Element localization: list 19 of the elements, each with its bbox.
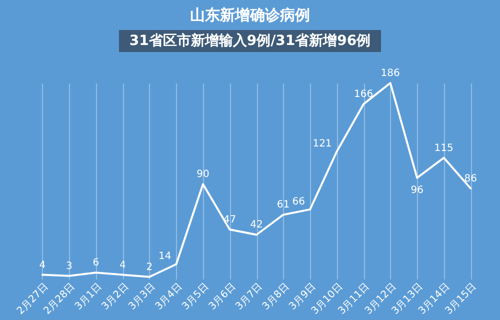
data-label: 3: [66, 260, 72, 272]
data-label: 4: [39, 260, 46, 271]
data-label: 61: [276, 200, 290, 211]
data-label: 47: [223, 214, 236, 226]
data-label: 166: [354, 89, 374, 100]
data-label: 2: [146, 262, 153, 273]
data-label: 115: [434, 142, 454, 154]
text: 31省区市新增输入9例/31省新增96例: [119, 30, 381, 52]
data-label: 42: [250, 220, 263, 231]
data-label: 86: [464, 173, 477, 184]
data-label: 186: [380, 68, 400, 79]
data-label: 90: [196, 169, 210, 180]
chart-title: 山东新增确诊病例: [190, 6, 310, 26]
data-label: 14: [158, 251, 172, 262]
data-label: 121: [312, 138, 332, 150]
data-label: 66: [292, 196, 306, 208]
data-label: 96: [410, 184, 424, 196]
data-label: 6: [92, 258, 100, 269]
data-label: 4: [119, 260, 126, 271]
